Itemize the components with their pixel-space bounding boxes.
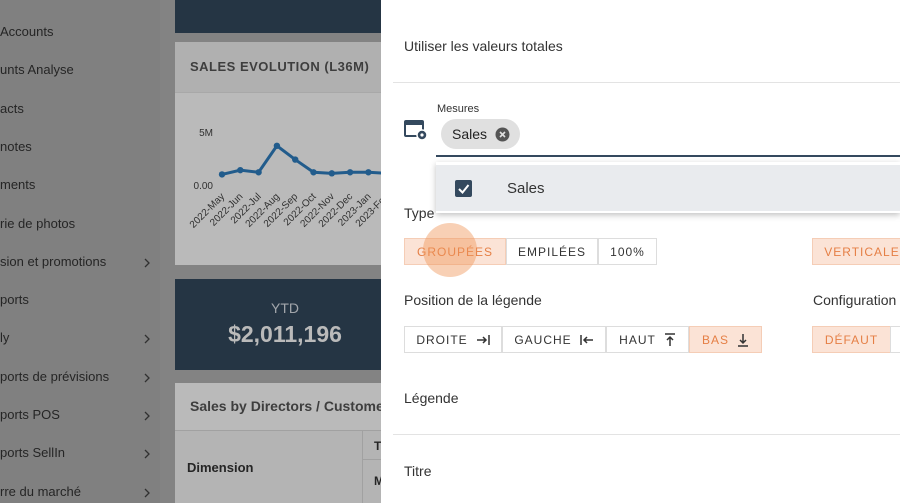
- toggle-button[interactable]: EMPILÉES: [506, 238, 598, 265]
- toggle-button[interactable]: GROUPÉES: [404, 238, 506, 265]
- ytd-card: YTD $2,011,196: [175, 279, 381, 370]
- top-card: [175, 0, 381, 33]
- point: [273, 142, 281, 149]
- checkbox[interactable]: [455, 180, 472, 197]
- icon: [664, 332, 675, 346]
- toggle-button[interactable]: HAUT: [606, 326, 689, 353]
- point: [328, 170, 335, 177]
- line: [221, 143, 381, 176]
- menu-item[interactable]: ly: [0, 330, 10, 346]
- click-ripple: [423, 223, 477, 277]
- dropdown-option[interactable]: Sales: [436, 165, 900, 211]
- point: [292, 156, 299, 163]
- dropdown: Sales: [436, 162, 900, 213]
- col-divider: [362, 431, 363, 503]
- measures-icon: [404, 120, 428, 141]
- field-label: Position de la légende: [404, 292, 542, 308]
- chip-label: Sales: [452, 126, 488, 142]
- field-label: Type: [404, 205, 435, 221]
- table-header-cell: M: [374, 474, 381, 488]
- button-label: GAUCHE: [514, 332, 572, 347]
- modal-backdrop[interactable]: [0, 0, 381, 503]
- chevron: [144, 334, 150, 344]
- chevron: [144, 411, 150, 421]
- chevron: [144, 373, 150, 383]
- button-label: DROITE: [416, 332, 468, 347]
- toggle-button[interactable]: BAS: [689, 326, 762, 353]
- menu-item[interactable]: sion et promotions: [0, 253, 107, 269]
- option-label: Sales: [507, 180, 545, 197]
- mini-chart: 0.005M2022-May2022-Jun2022-Jul2022-Aug20…: [188, 128, 381, 231]
- icon: [476, 334, 490, 345]
- toggle-label[interactable]: Utiliser les valeurs totales: [404, 38, 563, 54]
- row-divider: [362, 459, 381, 460]
- sidebar: Accounts unts Analyse acts notes ments rie de…: [0, 0, 160, 503]
- table-header: Dimension T M: [175, 430, 381, 503]
- menu-item[interactable]: notes: [0, 138, 32, 154]
- field-label: Mesures: [437, 103, 480, 115]
- chart-card: SALES EVOLUTION (L36M) 0.00 5M 2022-May 202…: [175, 42, 381, 265]
- icon: [738, 333, 748, 347]
- menu-item[interactable]: ports SellIn: [0, 445, 66, 461]
- chevron: [144, 449, 150, 459]
- chip-remove[interactable]: [495, 127, 510, 142]
- toggle-button[interactable]: GAUCHE: [502, 326, 606, 353]
- background-app: Accounts unts Analyse acts notes ments rie de…: [0, 0, 381, 503]
- divider: [393, 82, 900, 83]
- y-tick-label: 0.00: [194, 181, 214, 192]
- chart-title: SALES EVOLUTION (L36M): [190, 59, 370, 74]
- divider: [393, 434, 900, 435]
- point: [255, 169, 262, 176]
- icon: [579, 334, 593, 345]
- menu-item[interactable]: ports de prévisions: [0, 368, 110, 384]
- menu-item[interactable]: rie de photos: [0, 215, 76, 231]
- field-label: Configuration: [813, 292, 897, 308]
- ytd-label: YTD: [271, 300, 299, 316]
- toggle-button[interactable]: 100%: [598, 238, 657, 265]
- menu-item[interactable]: ports POS: [0, 407, 60, 422]
- menu-item[interactable]: ments: [0, 177, 36, 193]
- table-header-cell: Dimension: [187, 460, 254, 475]
- point: [346, 169, 354, 176]
- field-label: Légende: [404, 390, 459, 406]
- table-title: Sales by Directors / Custome: [190, 398, 381, 414]
- settings-drawer: Utiliser les valeurs totales Mesures Sal…: [381, 0, 900, 503]
- menu-item[interactable]: acts: [0, 100, 24, 116]
- input-underline: [436, 155, 900, 157]
- point: [237, 166, 244, 174]
- toggle-button[interactable]: [890, 326, 900, 353]
- toggle-button[interactable]: VERTICALE: [812, 238, 900, 265]
- toggle-button[interactable]: DROITE: [404, 326, 502, 353]
- point: [310, 169, 317, 176]
- menu-item[interactable]: rre du marché: [0, 483, 81, 499]
- point: [218, 171, 226, 178]
- ytd-value: $2,011,196: [228, 321, 342, 347]
- menu-item[interactable]: ports: [0, 292, 29, 308]
- chip[interactable]: Sales: [441, 119, 520, 149]
- button-label: HAUT: [619, 332, 656, 347]
- table-header-cell: T: [374, 439, 381, 453]
- field-label: Titre: [404, 463, 432, 479]
- card-header: [175, 42, 381, 93]
- chevron: [144, 258, 150, 268]
- table-card: Sales by Directors / Custome Dimension T…: [175, 383, 381, 503]
- chevron: [144, 488, 150, 498]
- point: [365, 169, 372, 176]
- menu-item[interactable]: Accounts: [0, 24, 54, 39]
- toggle-button[interactable]: DÉFAUT: [812, 326, 891, 353]
- y-tick-label: 5M: [199, 128, 213, 139]
- button-label: BAS: [701, 332, 729, 347]
- menu-item[interactable]: unts Analyse: [0, 62, 74, 78]
